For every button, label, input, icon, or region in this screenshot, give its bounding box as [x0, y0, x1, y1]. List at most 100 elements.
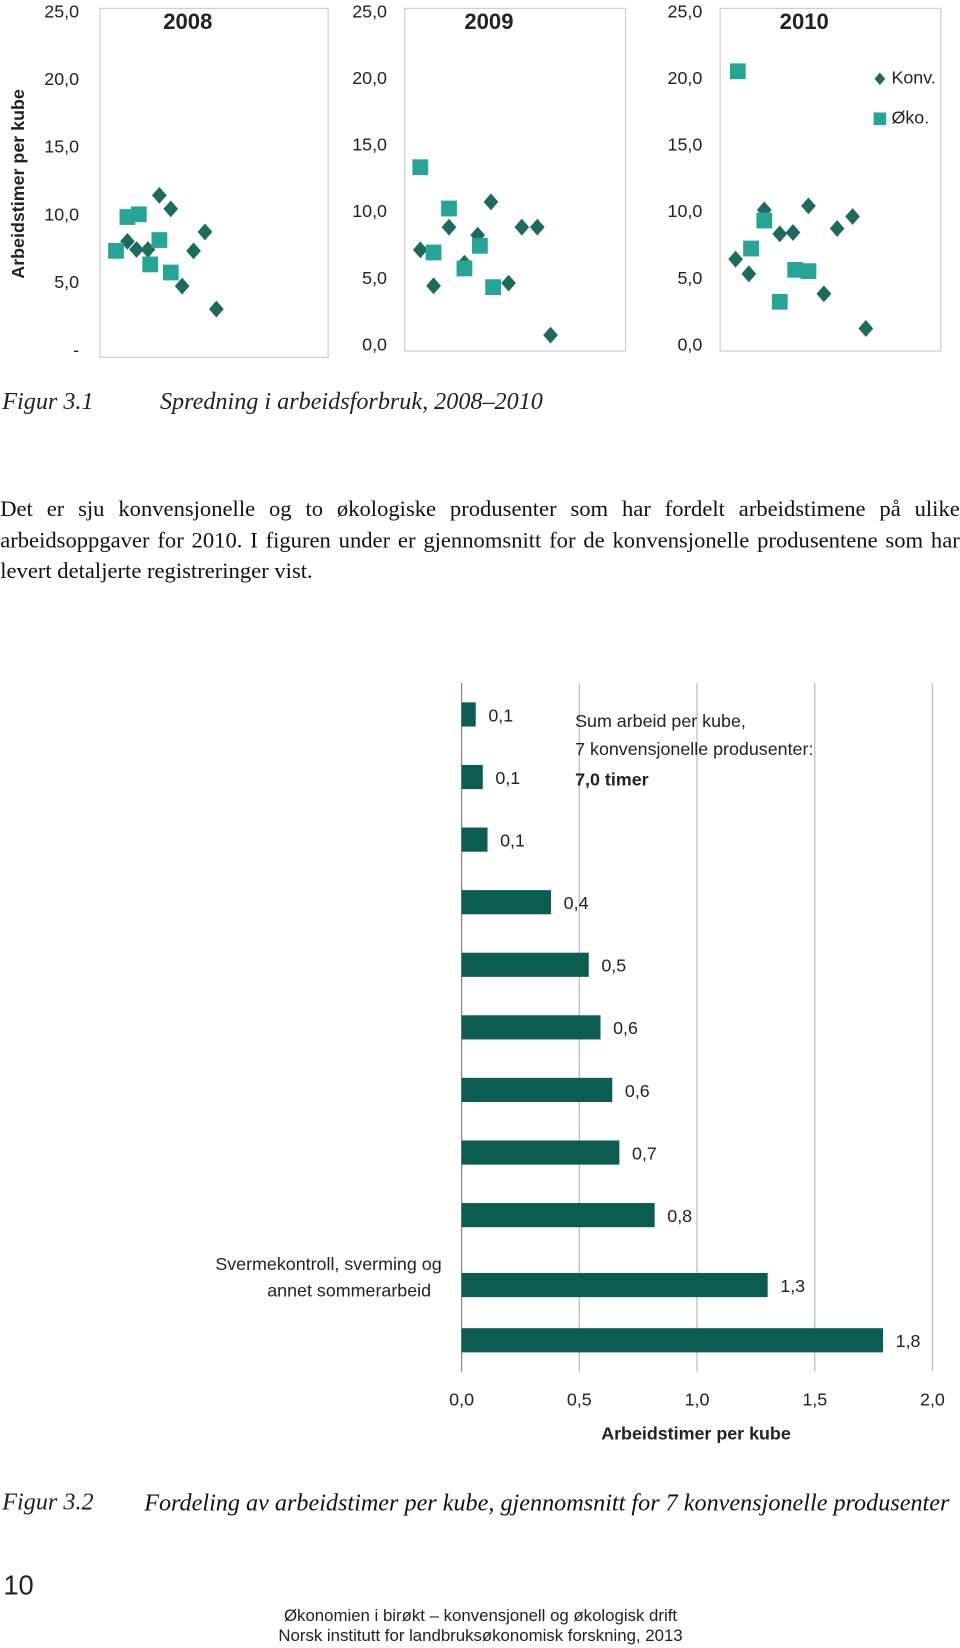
square-point	[800, 263, 817, 280]
diamond-point	[163, 200, 179, 218]
footer-line: Norsk institutt for landbruksøkonomisk f…	[278, 1626, 682, 1645]
value-label: 0,4	[564, 893, 589, 913]
bar	[461, 764, 483, 790]
diamond-point	[197, 223, 213, 241]
diamond-point	[845, 208, 860, 225]
legend-marker	[874, 72, 886, 86]
y-tick-label: 0,0	[362, 335, 387, 355]
annotation: 7 konvensjonelle produsenter:	[575, 739, 813, 759]
bar	[461, 1272, 768, 1298]
bar	[461, 827, 488, 852]
plot-area	[99, 7, 329, 358]
caption-label: Figur 3.2	[1, 1489, 93, 1516]
value-label: 0,5	[601, 956, 626, 976]
square-point	[787, 261, 804, 278]
panel-title: 2010	[780, 9, 829, 34]
y-tick-label: 20,0	[352, 68, 387, 88]
caption-text: Spredning i arbeidsforbruk, 2008–2010	[160, 388, 543, 415]
plot-area	[719, 7, 942, 352]
legend-marker	[873, 112, 887, 126]
y-tick-label: 5,0	[362, 268, 387, 288]
y-tick-label: 20,0	[668, 68, 703, 88]
y-tick-label: 5,0	[54, 272, 79, 292]
value-label: 0,7	[632, 1143, 657, 1163]
diamond-point	[514, 218, 530, 236]
y-tick-label: 25,0	[352, 1, 387, 21]
y-axis-label: Arbeidstimer per kube	[8, 89, 28, 279]
bar	[461, 1328, 884, 1353]
x-tick-label: 0,0	[449, 1390, 474, 1410]
bar	[461, 1203, 655, 1228]
square-point	[162, 264, 179, 281]
bar	[461, 1015, 601, 1040]
bar	[461, 952, 589, 977]
value-label: 0,8	[667, 1206, 692, 1226]
footer-line: Økonomien i birøkt – konvensjonell og øk…	[284, 1606, 677, 1625]
y-tick-label: 15,0	[352, 135, 387, 155]
square-point	[743, 240, 759, 257]
value-label: 1,3	[780, 1276, 805, 1296]
caption-box: Fordeling av arbeidstimer per kube, gjen…	[144, 1489, 950, 1516]
category-label: Svermekontroll, sverming og annet sommera…	[215, 1254, 441, 1300]
square-point	[142, 256, 159, 273]
square-point	[472, 237, 488, 254]
square-point	[108, 242, 124, 259]
square-point	[771, 293, 788, 310]
y-tick-label: 10,0	[668, 201, 703, 221]
paragraph: Det er sju konvensjonelle og to økologis…	[0, 496, 960, 584]
square-point	[425, 244, 442, 261]
square-point	[729, 63, 746, 80]
diamond-point	[174, 277, 190, 295]
bar	[461, 1140, 620, 1165]
bar	[461, 1077, 613, 1103]
diamond-point	[186, 242, 201, 260]
square-point	[441, 200, 457, 217]
y-tick-label: 5,0	[677, 268, 702, 288]
diamond-point	[529, 218, 545, 236]
annotation: 7,0 timer	[575, 770, 649, 790]
value-label: 0,6	[613, 1018, 638, 1038]
legend-label: Øko.	[891, 107, 929, 127]
x-tick-label: 0,5	[567, 1390, 592, 1410]
x-tick-label: 2,0	[920, 1390, 945, 1410]
y-tick-label: 25,0	[44, 1, 79, 21]
caption-text: Fordeling av arbeidstimer per kube, gjen…	[144, 1489, 950, 1516]
y-tick-label: -	[73, 340, 79, 360]
value-label: 1,8	[896, 1331, 921, 1351]
y-tick-label: 0,0	[677, 335, 702, 355]
diamond-point	[151, 186, 167, 204]
y-tick-label: 10,0	[44, 204, 79, 224]
diamond-point	[829, 220, 845, 237]
x-axis-label: Arbeidstimer per kube	[601, 1423, 791, 1443]
page-number: 10	[3, 1569, 33, 1600]
panel-title: 2009	[464, 9, 513, 34]
x-tick-label: 1,0	[685, 1390, 710, 1410]
square-point	[130, 206, 147, 223]
diamond-point	[858, 320, 874, 337]
bar	[461, 890, 552, 915]
value-label: 0,1	[500, 830, 525, 850]
caption-label: Figur 3.1	[1, 388, 93, 415]
diamond-point	[801, 197, 816, 215]
plot-area	[404, 7, 627, 352]
diamond-point	[209, 300, 224, 318]
value-label: 0,1	[495, 768, 520, 788]
y-tick-label: 15,0	[44, 137, 79, 157]
diamond-point	[441, 218, 457, 236]
square-point	[412, 159, 429, 176]
x-tick-label: 1,5	[802, 1390, 827, 1410]
value-label: 0,1	[488, 705, 513, 725]
square-point	[151, 232, 168, 248]
diamond-point	[129, 241, 144, 258]
bar	[461, 702, 476, 727]
square-point	[456, 260, 473, 277]
y-tick-label: 15,0	[668, 135, 703, 155]
paragraph-box: Det er sju konvensjonelle og to økologis…	[0, 496, 960, 584]
y-tick-label: 20,0	[44, 69, 79, 89]
diamond-point	[816, 285, 832, 303]
square-point	[485, 279, 502, 296]
diamond-point	[728, 250, 743, 268]
legend-label: Konv.	[891, 68, 935, 88]
